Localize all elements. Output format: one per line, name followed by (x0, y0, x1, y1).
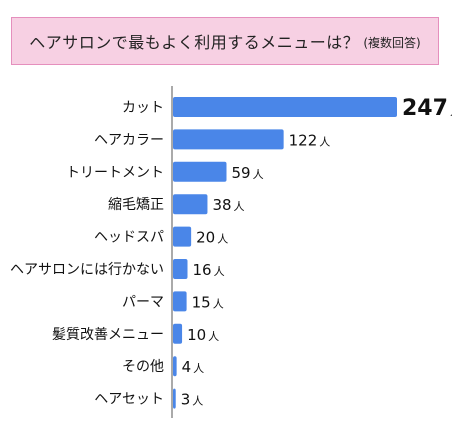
bar (173, 259, 188, 279)
value-label: 16 人 (193, 261, 225, 279)
category-label: カット (122, 100, 164, 116)
bar (173, 129, 284, 150)
category-label: ヘアカラー (94, 132, 164, 148)
value-label: 122 人 (289, 131, 331, 149)
category-label: ヘアセット (94, 392, 164, 408)
category-label: ヘアサロンには行かない (10, 262, 164, 278)
value-label: 10 人 (187, 326, 219, 344)
category-label: 縮毛矯正 (108, 197, 164, 213)
value-label: 59 人 (232, 164, 264, 182)
bar (173, 291, 187, 312)
bar (173, 97, 397, 117)
bar (173, 226, 192, 247)
category-label: 髪質改善メニュー (52, 327, 164, 343)
value-label: 15 人 (192, 293, 224, 311)
value-label: 20 人 (196, 229, 228, 247)
chart-subtitle: (複数回答) (363, 35, 421, 50)
chart-title-box: ヘアサロンで最もよく利用するメニューは？ (複数回答) (11, 17, 439, 65)
category-label: パーマ (122, 294, 164, 310)
category-label: その他 (122, 359, 164, 375)
category-label: トリートメント (66, 165, 164, 181)
bar (173, 161, 227, 182)
category-label: ヘッドスパ (94, 230, 164, 246)
bar (173, 388, 176, 409)
bar (173, 194, 208, 215)
bar (173, 356, 177, 377)
chart-title: ヘアサロンで最もよく利用するメニューは？ (29, 33, 360, 52)
bar (173, 323, 183, 344)
value-label: 247人 (402, 96, 452, 121)
value-label: 38 人 (212, 196, 244, 214)
